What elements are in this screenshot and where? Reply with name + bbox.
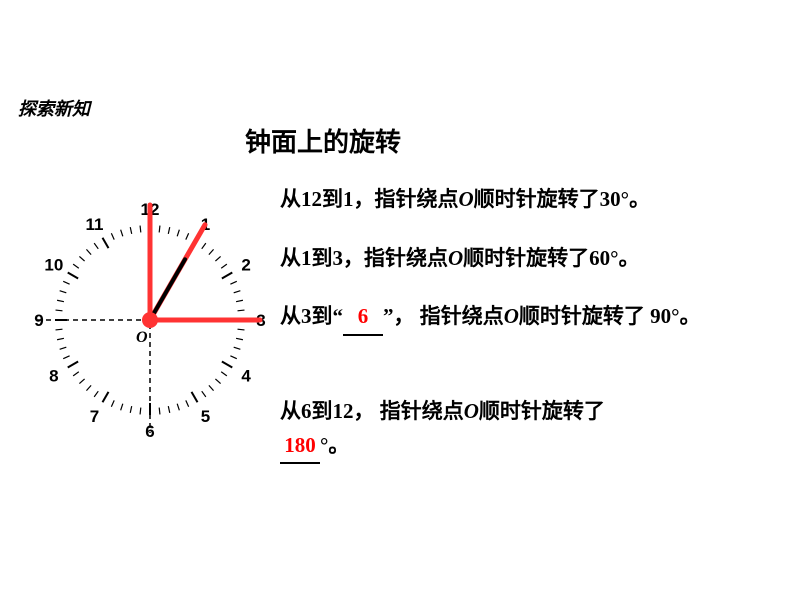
statement-2: 从1到3，指针绕点O顺时针旋转了60°。 xyxy=(280,242,640,276)
svg-text:11: 11 xyxy=(86,215,104,234)
blank-answer-1: 6 xyxy=(343,300,383,336)
text: 从12到1，指针绕点 xyxy=(280,187,459,211)
svg-text:7: 7 xyxy=(90,407,99,426)
page-title: 钟面上的旋转 xyxy=(245,122,401,159)
text: ”， 指针绕点 xyxy=(383,304,504,328)
text: 顺时针旋转了60°。 xyxy=(463,246,639,270)
text: 从1到3，指针绕点 xyxy=(280,246,448,270)
svg-text:9: 9 xyxy=(34,311,43,330)
header-label: 探索新知 xyxy=(18,95,90,121)
text: 顺时针旋转了30°。 xyxy=(474,187,650,211)
svg-text:5: 5 xyxy=(201,407,210,426)
statement-3: 从3到“6”， 指针绕点O顺时针旋转了 90°。 xyxy=(280,300,785,336)
text: 从6到12， 指针绕点 xyxy=(280,399,464,423)
point-o: O xyxy=(448,246,463,270)
svg-text:8: 8 xyxy=(49,367,58,386)
svg-text:2: 2 xyxy=(241,256,250,275)
statement-4: 从6到12， 指针绕点O顺时针旋转了 180°。 xyxy=(280,395,785,464)
svg-text:10: 10 xyxy=(44,256,63,275)
point-o: O xyxy=(504,304,519,328)
text: 顺时针旋转了 90°。 xyxy=(519,304,701,328)
blank-answer-2: 180 xyxy=(280,429,320,465)
svg-text:4: 4 xyxy=(241,367,251,386)
point-o: O xyxy=(459,187,474,211)
svg-text:6: 6 xyxy=(145,422,154,441)
text: 顺时针旋转了 xyxy=(479,399,605,423)
clock-svg: 121234567891011O xyxy=(20,190,280,450)
svg-text:O: O xyxy=(136,329,148,346)
text: °。 xyxy=(320,433,349,457)
clock-diagram: 121234567891011O xyxy=(20,190,280,450)
point-o: O xyxy=(464,399,479,423)
statement-1: 从12到1，指针绕点O顺时针旋转了30°。 xyxy=(280,183,650,217)
text: 从3到“ xyxy=(280,304,343,328)
